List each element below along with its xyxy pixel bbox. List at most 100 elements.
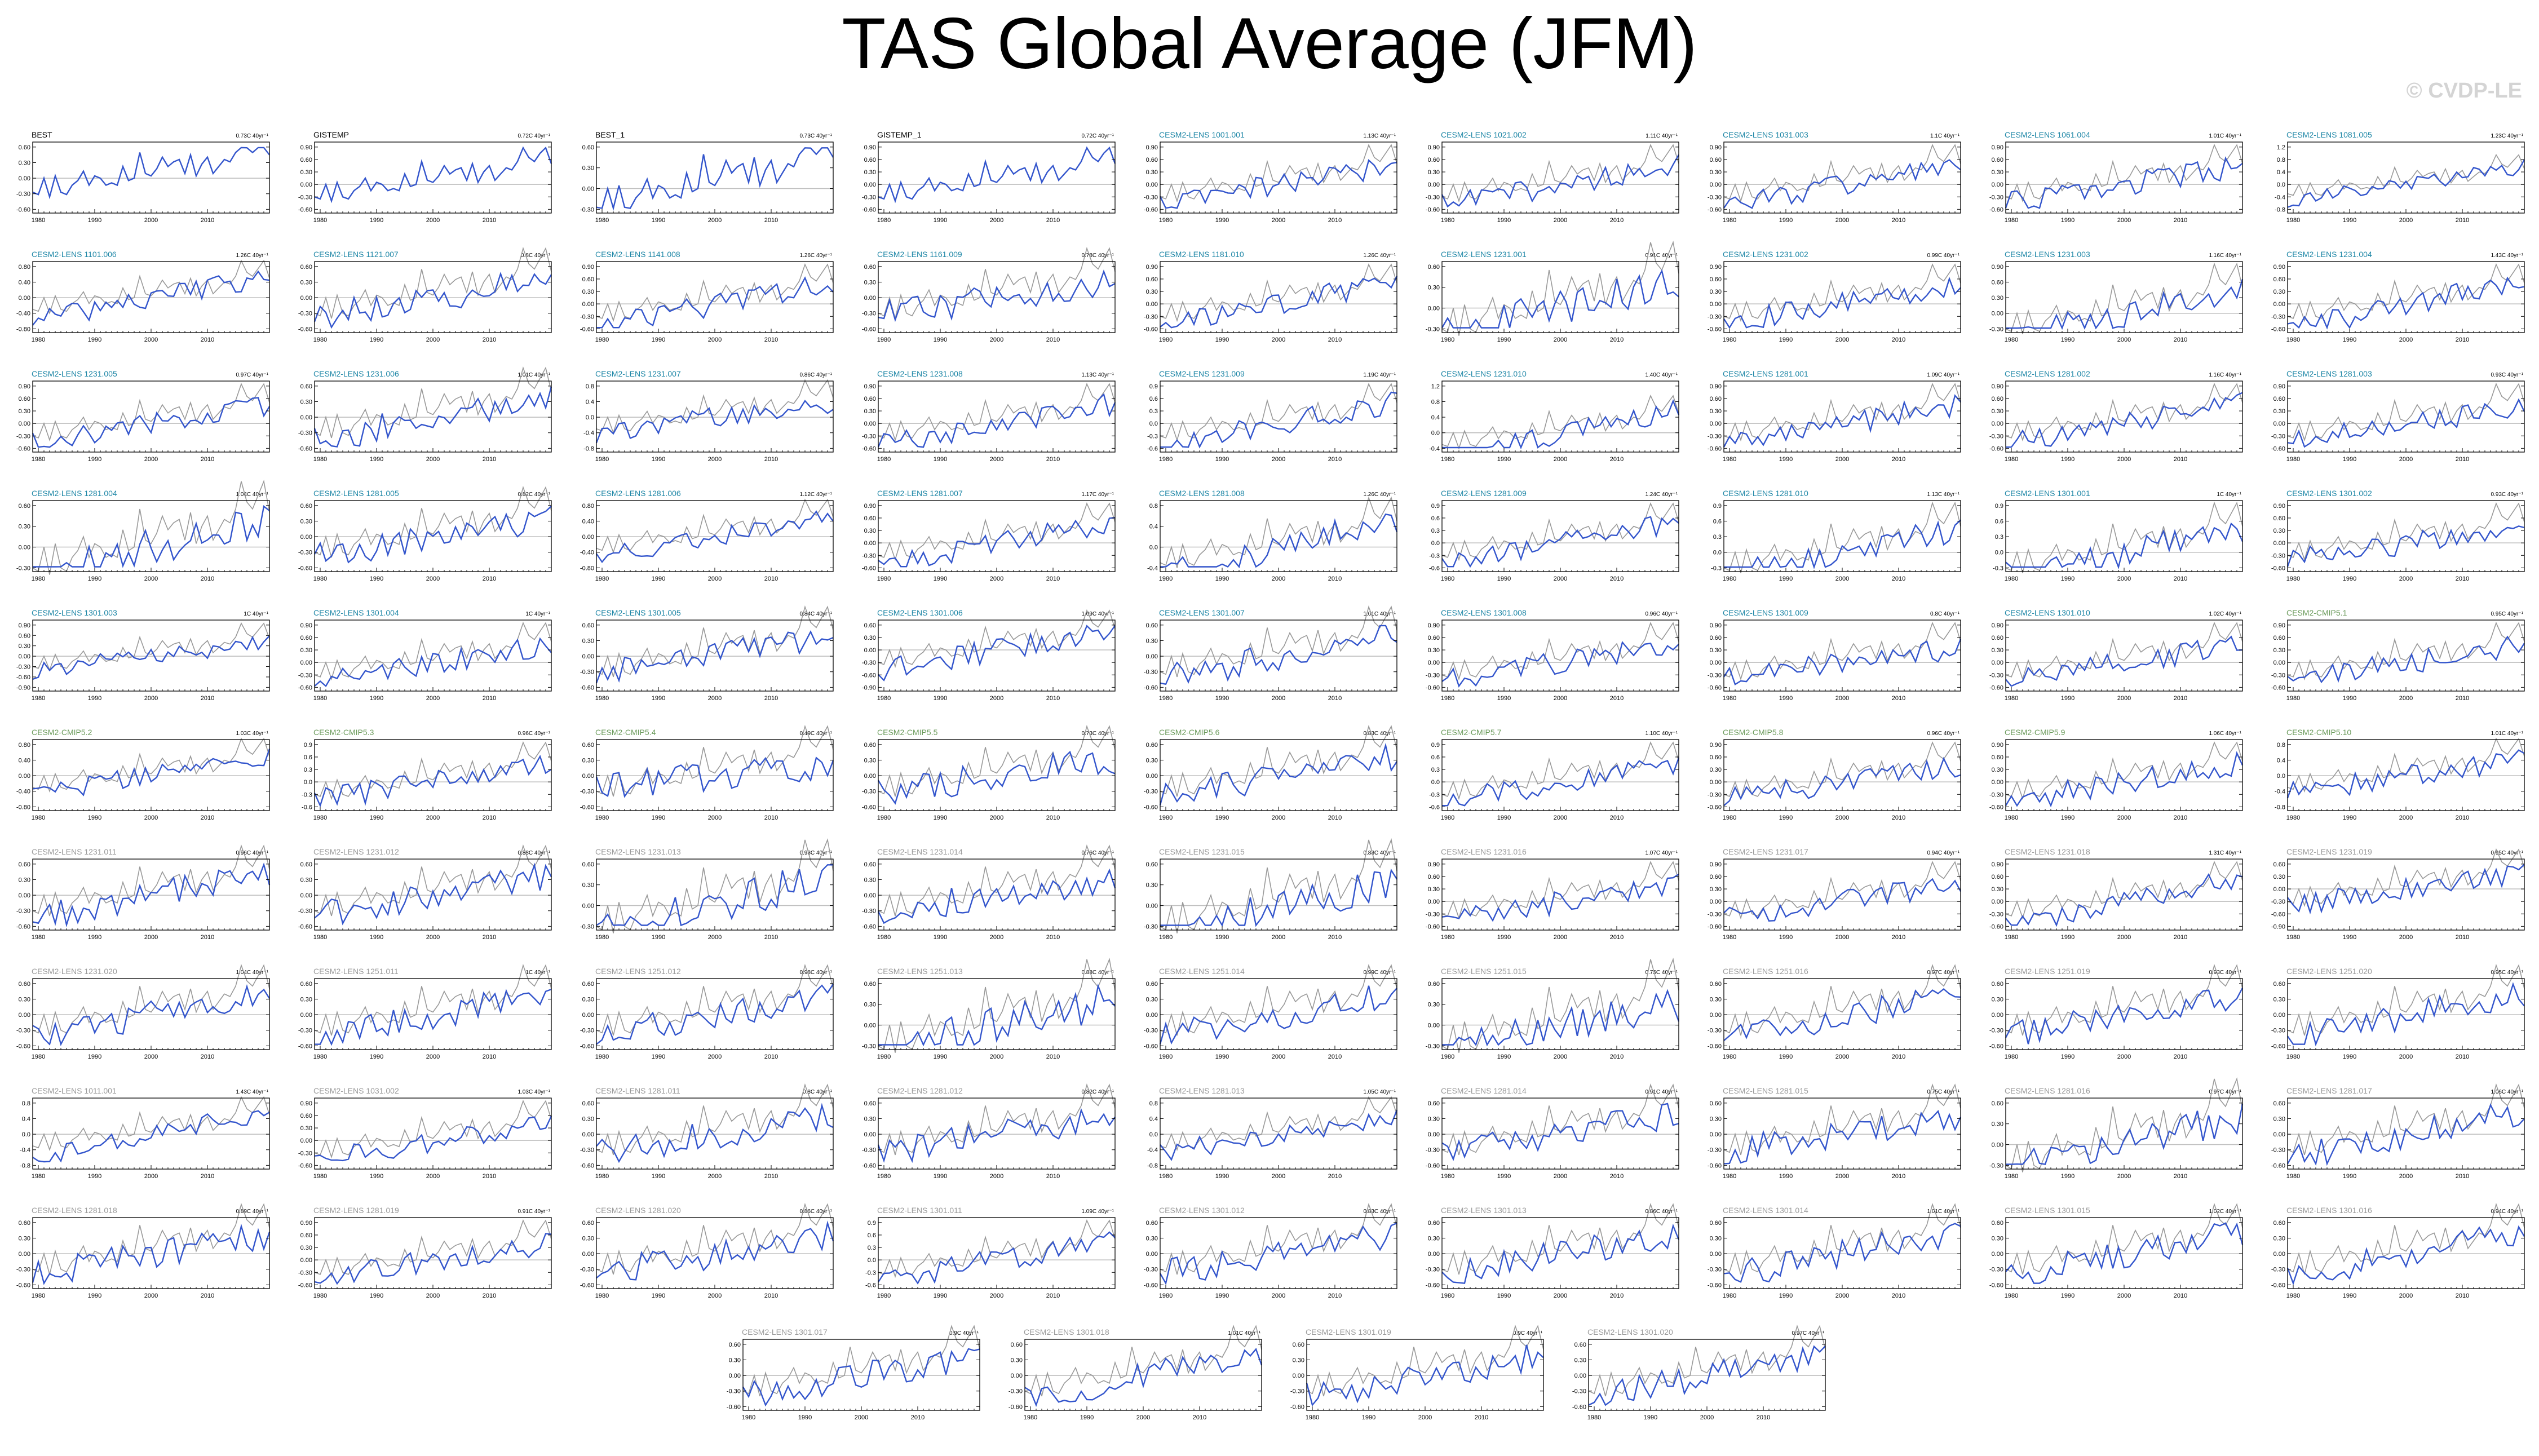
x-tick-label: 2000 xyxy=(1835,815,1849,821)
x-tick-label: 1980 xyxy=(595,934,609,941)
y-tick-label: 0.90 xyxy=(1710,383,1722,390)
panel-trend: 0.96C 40yr⁻¹ xyxy=(236,850,268,856)
x-tick-label: 2000 xyxy=(144,815,158,821)
obs-series-line xyxy=(32,844,270,917)
panel-title: CESM2-LENS 1281.010 xyxy=(1723,489,1808,498)
x-tick-label: 1980 xyxy=(32,815,45,821)
y-tick-label: 0.60 xyxy=(582,276,594,283)
y-tick-label: 0.30 xyxy=(19,643,30,650)
x-tick-label: 1980 xyxy=(595,1054,609,1060)
panel-title: CESM2-CMIP5.2 xyxy=(32,728,92,737)
x-tick-label: 2000 xyxy=(426,217,440,224)
y-tick-label: 0.8 xyxy=(586,383,594,390)
x-tick-label: 1990 xyxy=(934,695,947,702)
y-tick-label: -0.30 xyxy=(298,430,312,437)
y-tick-label: 0.00 xyxy=(19,773,30,780)
series-line xyxy=(314,146,552,203)
x-tick-label: 1990 xyxy=(1779,1054,1793,1060)
obs-series-line xyxy=(1160,838,1397,933)
panel-trend: 0.86C 40yr⁻¹ xyxy=(799,372,832,378)
panel-frame xyxy=(1441,739,1679,811)
y-tick-label: 0.30 xyxy=(1992,647,2003,654)
panel-title: CESM2-LENS 1121.007 xyxy=(313,250,399,259)
x-tick-label: 1980 xyxy=(1441,576,1454,582)
panel-trend: 0.97C 40yr⁻¹ xyxy=(1927,970,1959,976)
panel-trend: 1.1C 40yr⁻¹ xyxy=(1930,133,1960,139)
y-tick-label: 0.00 xyxy=(864,1023,876,1029)
panel: CESM2-LENS 1251.012 0.98C 40yr⁻¹ 0.60 0.30 0… xyxy=(580,963,834,1060)
panel-title: CESM2-LENS 1281.001 xyxy=(1723,369,1808,378)
series-line xyxy=(1159,985,1397,1045)
panel: CESM2-LENS 1021.002 1.11C 40yr⁻¹ 0.90 0.60 0… xyxy=(1426,130,1680,224)
obs-series-line xyxy=(1441,395,1679,450)
y-tick-label: 0.30 xyxy=(19,877,30,883)
x-tick-label: 2000 xyxy=(2399,337,2413,343)
y-tick-label: 0.00 xyxy=(864,421,876,427)
y-tick-label: -0.60 xyxy=(1989,445,2003,452)
y-tick-label: 0.00 xyxy=(582,653,594,660)
series-line xyxy=(1441,154,1680,208)
y-tick-label: -0.30 xyxy=(1426,194,1440,201)
y-tick-label: 0.4 xyxy=(1149,524,1158,530)
y-tick-label: 0.00 xyxy=(19,175,30,182)
y-tick-label: 0.90 xyxy=(1992,861,2003,868)
panel-trend: 1.17C 40yr⁻¹ xyxy=(1081,492,1114,498)
panel: CESM2-LENS 1231.017 0.94C 40yr⁻¹ 0.90 0.60 0… xyxy=(1708,847,1962,941)
panel-trend: 0.97C 40yr⁻¹ xyxy=(236,372,268,378)
series-line xyxy=(1441,640,1679,688)
x-tick-label: 1990 xyxy=(370,1054,383,1060)
x-tick-label: 1980 xyxy=(2005,1054,2018,1060)
x-tick-label: 1990 xyxy=(370,695,383,702)
series-line xyxy=(595,630,834,684)
x-tick-label: 1980 xyxy=(2286,456,2300,463)
y-tick-label: 0.3 xyxy=(1995,534,2003,541)
x-tick-label: 2010 xyxy=(1610,337,1624,343)
y-tick-label: 0.60 xyxy=(1992,279,2003,286)
x-tick-label: 1980 xyxy=(877,337,891,343)
y-tick-label: 0.30 xyxy=(582,996,594,1003)
x-tick-label: 2000 xyxy=(708,337,722,343)
y-tick-label: 0.30 xyxy=(1710,408,1722,415)
panel-title: CESM2-LENS 1231.001 xyxy=(1441,250,1527,259)
x-tick-label: 2000 xyxy=(990,576,1003,582)
y-tick-label: -0.6 xyxy=(1429,565,1440,572)
y-tick-label: 0.00 xyxy=(19,295,30,302)
panel-trend: 1.16C 40yr⁻¹ xyxy=(2209,372,2241,378)
y-tick-label: 0.30 xyxy=(2273,647,2285,654)
x-tick-label: 1990 xyxy=(2061,337,2074,343)
panel-trend: 0.84C 40yr⁻¹ xyxy=(799,611,832,617)
panel-title: CESM2-LENS 1231.009 xyxy=(1159,369,1245,378)
y-tick-label: 0.0 xyxy=(1995,550,2003,556)
y-tick-label: 0.00 xyxy=(1710,182,1722,188)
y-tick-label: -0.30 xyxy=(1426,326,1440,333)
obs-series-line xyxy=(314,366,552,439)
y-tick-label: -0.60 xyxy=(2271,911,2285,918)
obs-series-line xyxy=(1441,241,1679,336)
panel-title: CESM2-CMIP5.4 xyxy=(595,728,656,737)
panel-trend: 1.01C 40yr⁻¹ xyxy=(517,372,550,378)
y-tick-label: -0.30 xyxy=(1989,433,2003,440)
x-tick-label: 1980 xyxy=(877,217,891,224)
obs-series-line xyxy=(1441,622,1679,681)
y-tick-label: 0.6 xyxy=(1431,754,1440,761)
x-tick-label: 1990 xyxy=(88,815,101,821)
x-tick-label: 2010 xyxy=(1046,934,1060,941)
y-tick-label: 1.2 xyxy=(1431,383,1440,390)
panel: CESM2-LENS 1231.007 0.86C 40yr⁻¹ 0.8 0.4 0.0… xyxy=(583,369,834,463)
y-tick-label: 0.00 xyxy=(2273,1012,2285,1019)
x-tick-label: 1980 xyxy=(2005,337,2018,343)
x-tick-label: 1990 xyxy=(652,217,665,224)
panel: CESM2-LENS 1281.004 1.04C 40yr⁻¹ 0.60 0.30 0… xyxy=(16,480,270,582)
panel-trend: 0.49C 40yr⁻¹ xyxy=(799,731,832,737)
panel-trend: 0.83C 40yr⁻¹ xyxy=(1363,731,1396,737)
obs-series-line xyxy=(596,838,834,933)
y-tick-label: -0.30 xyxy=(16,433,30,440)
panel: CESM2-LENS 1301.005 0.84C 40yr⁻¹ 0.60 0.30 0… xyxy=(580,605,834,702)
panel-trend: 1.26C 40yr⁻¹ xyxy=(1363,492,1396,498)
obs-series-line xyxy=(2005,501,2243,573)
y-tick-label: 0.60 xyxy=(864,981,876,988)
y-tick-label: 0.60 xyxy=(300,503,312,510)
y-tick-label: 0.00 xyxy=(2273,301,2285,308)
y-tick-label: 0.30 xyxy=(2273,874,2285,880)
series-line xyxy=(313,506,552,564)
